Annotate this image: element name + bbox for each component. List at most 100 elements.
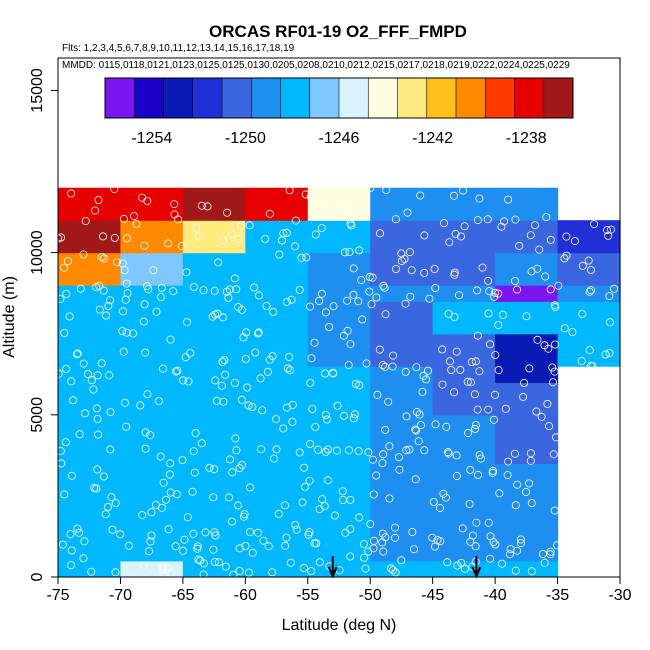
sample-point [159,572,168,581]
sample-point [184,377,193,386]
sample-point [390,533,399,542]
heatmap-cell [58,528,122,546]
sample-point [141,444,150,453]
x-axis: -75 -70 -65 -60 -55 -50 -45 -40 -35 -30 [46,577,632,604]
sample-point [74,528,83,537]
sample-point [61,438,70,447]
sample-point [199,570,208,579]
sample-point [368,455,377,464]
heatmap-cell [245,333,309,367]
sample-point [475,194,484,203]
sample-point [210,558,219,567]
sample-point [192,224,201,233]
sample-point [560,324,569,333]
sample-point [407,266,416,275]
sample-point [214,558,223,567]
sample-point [412,407,421,416]
sample-point [483,215,492,224]
sample-point [193,542,202,551]
sample-point [282,533,291,542]
sample-point [305,476,314,485]
sample-point [587,286,596,295]
sample-point [166,459,175,468]
sample-point [527,567,536,576]
heatmap-cell [370,333,434,367]
sample-point [157,283,166,292]
sample-point [395,465,404,474]
sample-point [313,445,322,454]
sample-point [122,279,131,288]
sample-point [340,248,349,257]
sample-point [111,568,120,577]
arrow-head [327,566,338,579]
sample-point [233,501,242,510]
colorbar-segment [456,78,486,118]
sample-point [551,340,560,349]
sample-point [122,328,131,337]
sample-point [339,411,348,420]
heatmap-cell [370,560,434,578]
sample-point [73,524,82,533]
heatmap-cell [245,366,309,383]
sample-point [73,349,82,358]
sample-point [444,449,453,458]
sample-point [87,567,96,576]
heatmap-cell [58,560,122,578]
sample-point [475,451,484,460]
sample-point [233,234,242,243]
sample-point [516,539,525,548]
sample-point [578,309,587,318]
sample-point [473,470,482,479]
sample-point [533,335,542,344]
heatmap-cell [495,414,559,448]
heatmap-cell [120,220,184,254]
sample-point [183,318,192,327]
sample-point [118,327,127,336]
sample-point [346,495,355,504]
sample-point [504,195,513,204]
sample-point [346,552,355,561]
sample-point [585,287,594,296]
sample-point [269,454,278,463]
sample-point [221,370,230,379]
sample-point [67,546,76,555]
sample-point [397,256,406,265]
sample-point [323,445,332,454]
sample-point [351,379,360,388]
sample-point [141,428,150,437]
sample-point [194,232,203,241]
sample-point [364,448,373,457]
sample-point [553,541,562,550]
sample-point [513,285,522,294]
colorbar-segment [368,78,398,118]
sample-point [372,293,381,302]
sample-point [329,302,338,311]
sample-point [269,307,278,316]
sample-point [355,381,364,390]
sample-point [486,554,495,563]
sample-point [321,447,330,456]
sample-point [577,357,586,366]
sample-point [171,542,180,551]
sample-point [227,517,236,526]
sample-point [275,250,284,259]
sample-point [63,257,72,266]
sample-point [156,292,165,301]
sample-point [161,495,170,504]
sample-point [515,241,524,250]
sample-point [250,283,259,292]
sample-point [280,501,289,510]
sample-point [460,564,469,573]
sample-point [106,445,115,454]
heatmap-cell [495,560,559,578]
heatmap-cell [432,333,496,367]
sample-point [453,561,462,570]
sample-point [54,369,63,378]
sample-point [500,217,509,226]
sample-point [158,364,167,373]
sample-point [299,564,308,573]
sample-point [189,282,198,291]
sample-point [443,558,452,567]
sample-point [510,276,519,285]
sample-point [248,402,257,411]
